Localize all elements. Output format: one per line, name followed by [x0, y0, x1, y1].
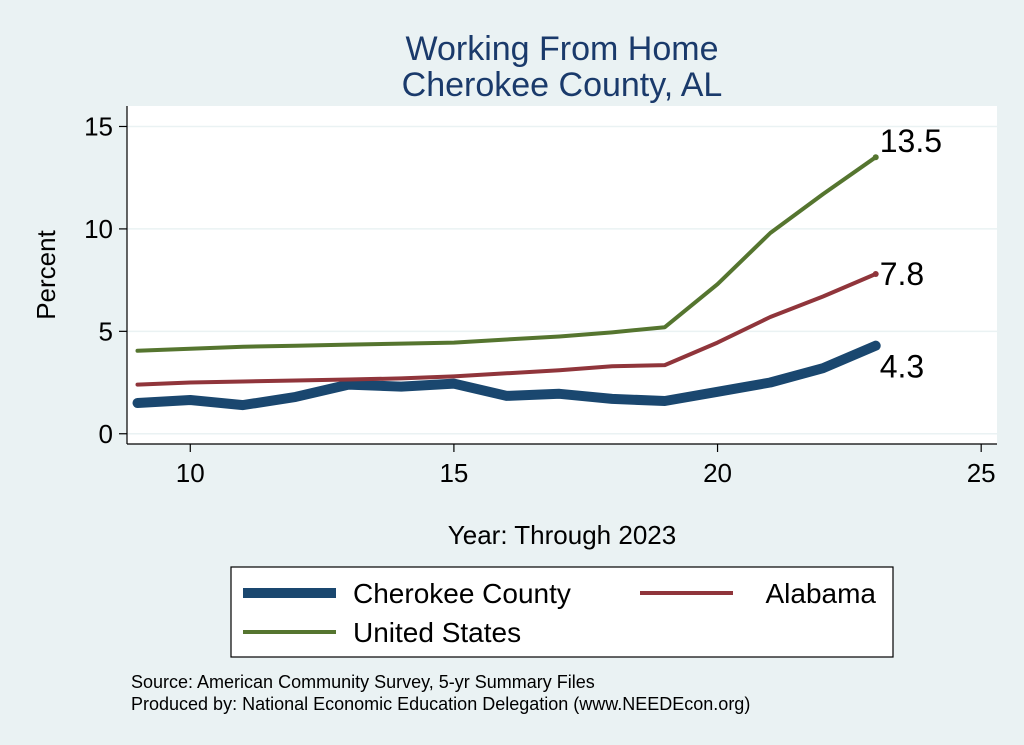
x-tick-label-15: 15 [439, 458, 468, 488]
x-tick-label-10: 10 [176, 458, 205, 488]
series-line-united-states [135, 155, 878, 353]
y-axis-title: Percent [31, 229, 61, 319]
y-tick-label-15: 15 [84, 111, 113, 141]
x-axis-title: Year: Through 2023 [448, 520, 676, 550]
end-point-united-states [872, 154, 879, 161]
y-axis-ticks: 0 5 10 15 [84, 111, 127, 449]
end-point-alabama [872, 270, 879, 277]
legend-label-cherokee-county: Cherokee County [353, 578, 571, 609]
chart-subtitle: Cherokee County, AL [402, 66, 723, 104]
y-tick-label-0: 0 [99, 419, 113, 449]
plot-area [127, 106, 997, 444]
grid-lines [127, 125, 997, 435]
end-label-alabama: 7.8 [880, 256, 924, 292]
series-line-alabama [135, 272, 878, 387]
x-axis-ticks: 10 15 20 25 [176, 444, 996, 488]
source-note: Source: American Community Survey, 5-yr … [131, 672, 595, 692]
legend: Cherokee County Alabama United States [230, 566, 894, 658]
x-tick-label-25: 25 [967, 458, 996, 488]
end-label-united-states: 13.5 [880, 123, 942, 159]
chart-title: Working From Home [406, 30, 719, 68]
end-labels: 4.3 7.8 13.5 [880, 123, 942, 384]
x-tick-label-20: 20 [703, 458, 732, 488]
producer-note: Produced by: National Economic Education… [131, 694, 750, 714]
y-tick-label-5: 5 [99, 316, 113, 346]
y-tick-label-10: 10 [84, 214, 113, 244]
series-lines [132, 154, 881, 411]
end-point-cherokee-county [872, 342, 879, 349]
end-label-cherokee-county: 4.3 [880, 349, 924, 385]
legend-label-united-states: United States [353, 617, 521, 648]
legend-label-alabama: Alabama [765, 578, 876, 609]
legend-box [230, 566, 894, 658]
series-line-cherokee-county [132, 340, 881, 411]
